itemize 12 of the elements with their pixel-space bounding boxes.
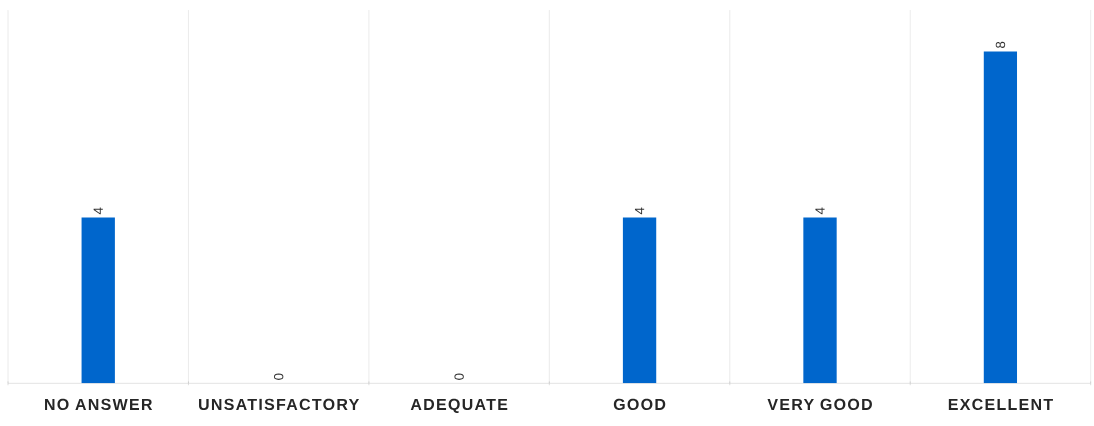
x-tick-label: EXCELLENT: [948, 398, 1053, 411]
x-tick-label: NO ANSWER: [45, 398, 153, 411]
x-tick-label: ADEQUATE: [410, 398, 508, 414]
x-tick-label: UNSATISFACTORY: [199, 398, 360, 411]
data-label: 4: [93, 207, 103, 215]
x-tick-label: GOOD: [613, 398, 666, 411]
data-label: 8: [995, 41, 1006, 48]
x-tick-label: VERY GOOD: [767, 398, 872, 411]
data-label: 0: [454, 373, 464, 380]
data-label: 0: [273, 373, 284, 380]
data-label: 4: [634, 207, 645, 215]
data-label: 4: [815, 207, 825, 215]
